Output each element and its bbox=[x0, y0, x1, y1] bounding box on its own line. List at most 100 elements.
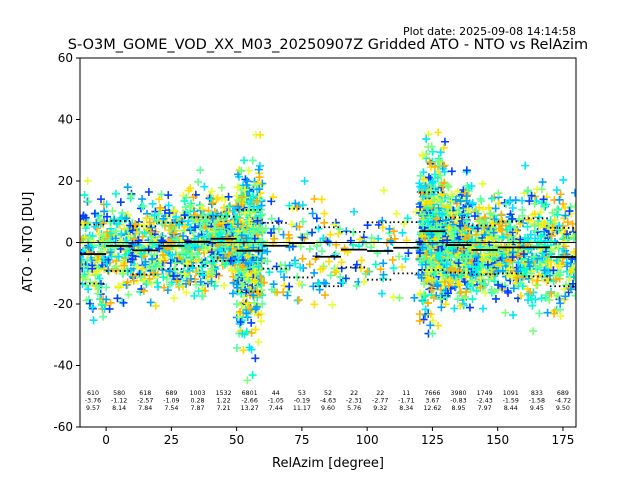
bin-std-label: 7.44 bbox=[269, 405, 283, 412]
data-point bbox=[196, 166, 205, 175]
data-point bbox=[99, 219, 108, 228]
data-point bbox=[242, 234, 251, 243]
data-point bbox=[326, 271, 335, 280]
data-point bbox=[567, 285, 576, 294]
data-point bbox=[80, 255, 86, 264]
data-point bbox=[447, 209, 456, 218]
data-point bbox=[89, 316, 98, 325]
data-point bbox=[208, 198, 217, 207]
data-point bbox=[571, 188, 576, 197]
data-point bbox=[317, 195, 326, 204]
data-point bbox=[294, 295, 303, 304]
data-point bbox=[139, 220, 148, 229]
data-point bbox=[444, 223, 453, 232]
data-point bbox=[194, 287, 203, 296]
data-point bbox=[412, 207, 421, 216]
data-point bbox=[252, 197, 261, 206]
data-point bbox=[253, 257, 262, 266]
data-point bbox=[451, 195, 460, 204]
data-point bbox=[415, 249, 424, 258]
data-point bbox=[291, 259, 300, 268]
bin-count-label: 618 bbox=[139, 390, 151, 397]
data-point bbox=[180, 222, 189, 231]
data-point bbox=[537, 199, 546, 208]
x-tick-label: 25 bbox=[164, 433, 179, 447]
data-point bbox=[129, 276, 138, 285]
bin-mean-label: -2.31 bbox=[346, 398, 362, 405]
data-point bbox=[473, 224, 482, 233]
data-point bbox=[245, 216, 254, 225]
data-point bbox=[476, 273, 485, 282]
data-point bbox=[254, 165, 263, 174]
data-point bbox=[198, 292, 207, 301]
bin-mean-label: -2.77 bbox=[372, 398, 388, 405]
data-point bbox=[447, 190, 456, 199]
data-point bbox=[388, 255, 397, 264]
data-point bbox=[367, 243, 376, 252]
data-point bbox=[435, 156, 444, 165]
data-point bbox=[139, 202, 148, 211]
data-point bbox=[140, 229, 149, 238]
data-point bbox=[563, 218, 572, 227]
data-point bbox=[210, 224, 219, 233]
data-point bbox=[424, 298, 433, 307]
bin-mean-label: -1.58 bbox=[529, 398, 545, 405]
data-point bbox=[434, 321, 443, 330]
data-point bbox=[258, 210, 267, 219]
data-point bbox=[241, 175, 250, 184]
data-point bbox=[559, 200, 568, 209]
data-point bbox=[503, 287, 512, 296]
data-point bbox=[167, 221, 176, 230]
data-point bbox=[312, 214, 321, 223]
data-point bbox=[513, 273, 522, 282]
data-point bbox=[341, 274, 350, 283]
bin-count-label: 3980 bbox=[451, 390, 467, 397]
data-point bbox=[237, 193, 246, 202]
data-point bbox=[480, 213, 489, 222]
x-tick-label: 0 bbox=[102, 433, 110, 447]
data-point bbox=[512, 227, 521, 236]
data-point bbox=[379, 270, 388, 279]
data-point bbox=[385, 224, 394, 233]
data-point bbox=[248, 156, 257, 165]
data-point bbox=[545, 295, 554, 304]
data-point bbox=[543, 308, 552, 317]
data-point bbox=[530, 221, 539, 230]
data-point bbox=[539, 195, 548, 204]
data-point bbox=[80, 248, 86, 257]
x-axis-label: RelAzim [degree] bbox=[272, 456, 384, 471]
data-point bbox=[298, 254, 307, 263]
data-point bbox=[540, 266, 549, 275]
data-point bbox=[254, 337, 263, 346]
data-point bbox=[295, 222, 304, 231]
data-point bbox=[123, 225, 132, 234]
data-point bbox=[536, 208, 545, 217]
data-point bbox=[282, 265, 291, 274]
data-point bbox=[274, 217, 283, 226]
data-point bbox=[222, 233, 231, 242]
data-point bbox=[520, 264, 529, 273]
data-point bbox=[514, 267, 523, 276]
data-point bbox=[461, 235, 470, 244]
data-point bbox=[107, 252, 116, 261]
data-point bbox=[489, 219, 498, 228]
data-point bbox=[421, 260, 430, 269]
data-point bbox=[377, 289, 386, 298]
data-point bbox=[256, 211, 265, 220]
data-point bbox=[561, 203, 570, 212]
data-point bbox=[257, 317, 266, 326]
data-point bbox=[80, 211, 88, 220]
data-point bbox=[321, 279, 330, 288]
data-point bbox=[146, 298, 155, 307]
data-point bbox=[467, 182, 476, 191]
data-point bbox=[430, 162, 439, 171]
data-point bbox=[298, 201, 307, 210]
data-point bbox=[237, 231, 246, 240]
data-point bbox=[426, 186, 435, 195]
data-point bbox=[480, 231, 489, 240]
data-point bbox=[320, 278, 329, 287]
data-point bbox=[553, 291, 562, 300]
data-point bbox=[465, 303, 474, 312]
data-point bbox=[117, 229, 126, 238]
data-point bbox=[197, 202, 206, 211]
